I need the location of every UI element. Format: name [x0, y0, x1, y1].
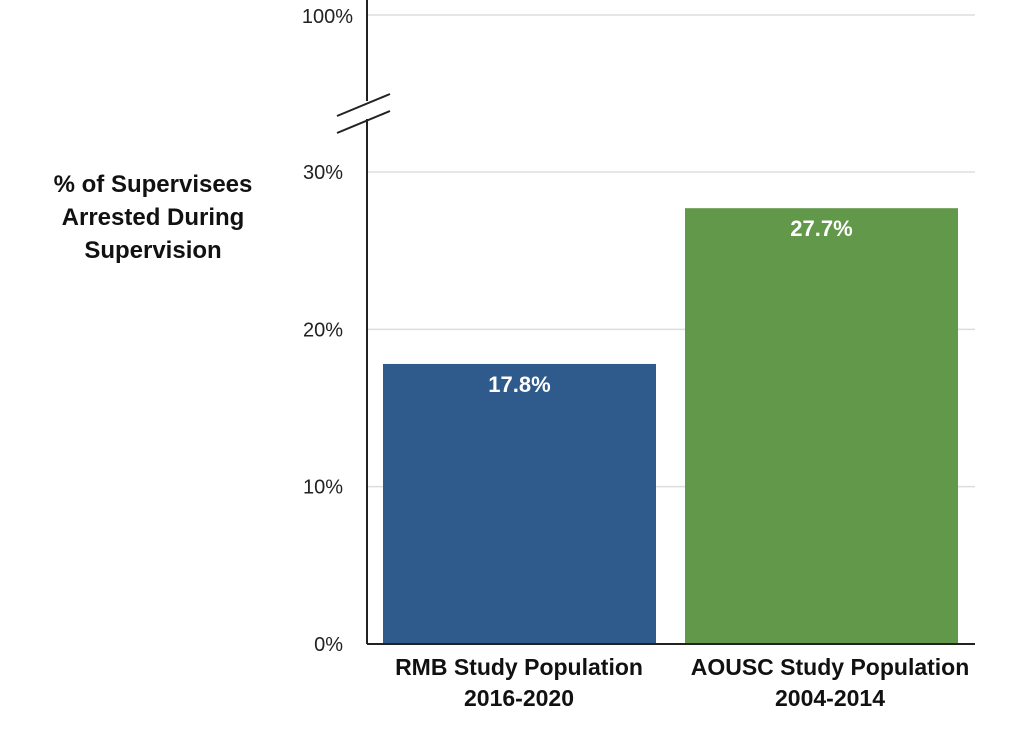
- y-axis-label-line-1: % of Supervisees: [53, 171, 253, 198]
- x-category-rmb-name: RMB Study Population: [395, 654, 643, 680]
- x-category-label-aousc: AOUSC Study Population 2004-2014: [670, 652, 990, 714]
- y-tick-label-0: 0%: [314, 634, 343, 656]
- y-tick-label-20: 20%: [303, 319, 343, 341]
- x-category-rmb-years: 2016-2020: [464, 685, 574, 711]
- bar-aousc: [685, 208, 958, 645]
- x-category-aousc-years: 2004-2014: [775, 685, 885, 711]
- y-axis-label-line-3: Supervision: [84, 237, 222, 264]
- y-tick-label-100: 100%: [302, 6, 353, 28]
- x-category-label-rmb: RMB Study Population 2016-2020: [359, 652, 679, 714]
- bar-rmb: [383, 363, 656, 644]
- x-category-aousc-name: AOUSC Study Population: [690, 654, 970, 680]
- y-axis-label-line-2: Arrested During: [61, 204, 245, 231]
- axis-break-mark-2: [336, 110, 391, 134]
- y-axis-label: % of Supervisees Arrested During Supervi…: [28, 168, 278, 267]
- axis-break-mark-1: [336, 93, 391, 117]
- y-tick-label-30: 30%: [303, 162, 343, 184]
- axis-break-gap: [363, 101, 371, 119]
- bar-value-label-rmb: 17.8%: [488, 372, 550, 397]
- bar-value-label-aousc: 27.7%: [790, 216, 852, 241]
- y-tick-label-10: 10%: [303, 477, 343, 499]
